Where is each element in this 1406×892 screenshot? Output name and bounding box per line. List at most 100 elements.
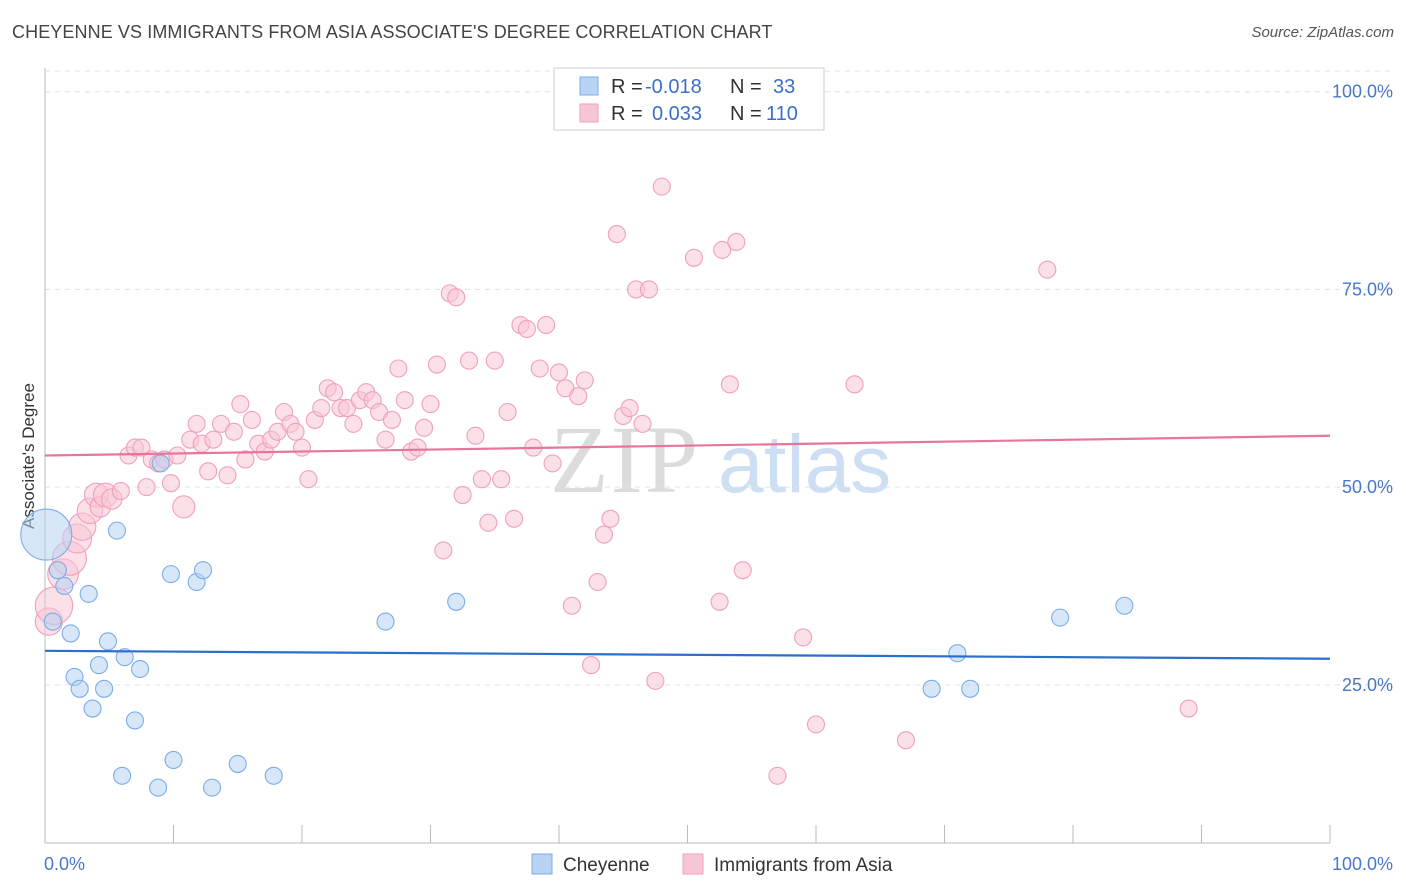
data-point — [479, 513, 498, 532]
data-point — [389, 359, 408, 378]
data-point — [794, 628, 813, 647]
data-point — [845, 375, 864, 394]
data-point — [408, 438, 427, 457]
data-point — [161, 474, 180, 493]
x-tick-label-min: 0.0% — [44, 854, 85, 874]
chart-title: CHEYENNE VS IMMIGRANTS FROM ASIA ASSOCIA… — [12, 22, 773, 42]
data-point — [569, 387, 588, 406]
data-point — [231, 395, 250, 414]
data-point — [299, 470, 318, 489]
data-point — [164, 750, 183, 770]
legend-swatch-cheyenne — [579, 76, 599, 96]
bottom-legend-label-cheyenne: Cheyenne — [563, 855, 650, 876]
legend-swatch-asia — [579, 103, 599, 123]
data-point — [292, 438, 312, 457]
data-point — [588, 572, 607, 592]
data-point — [376, 430, 395, 449]
data-point — [131, 659, 150, 679]
y-tick-label: 75.0% — [1342, 279, 1393, 299]
data-point — [415, 418, 434, 437]
data-point — [286, 422, 305, 441]
watermark-atlas: atlas — [718, 419, 891, 510]
legend-r-label-asia: R = — [611, 103, 643, 125]
bottom-legend-swatch-asia — [682, 853, 704, 875]
data-point — [1038, 260, 1057, 279]
series-legend: Cheyenne Immigrants from Asia — [531, 853, 893, 876]
data-point — [607, 225, 626, 244]
data-point — [768, 766, 787, 785]
legend-r-value-cheyenne: -0.018 — [645, 76, 702, 98]
data-point — [48, 561, 67, 580]
data-point — [203, 778, 222, 797]
data-point — [601, 509, 620, 528]
data-point — [236, 450, 255, 469]
y-tick-labels: 25.0% 50.0% 75.0% 100.0% — [1332, 82, 1393, 695]
chart-source: Source: ZipAtlas.com — [1251, 24, 1394, 41]
data-point — [720, 375, 739, 394]
series-cheyenne — [20, 454, 1134, 797]
data-point — [594, 525, 614, 544]
data-point — [107, 521, 127, 540]
data-point — [727, 232, 746, 252]
data-point — [961, 679, 980, 698]
data-point — [447, 592, 466, 611]
data-point — [427, 355, 446, 374]
data-point — [95, 679, 114, 698]
data-point — [187, 414, 206, 433]
data-point — [344, 414, 363, 433]
legend-n-value-cheyenne: 33 — [773, 76, 795, 98]
x-ticks — [44, 825, 1331, 843]
data-point — [395, 391, 414, 410]
data-point — [224, 422, 243, 441]
data-point — [98, 632, 118, 651]
data-point — [472, 470, 491, 489]
data-point — [434, 541, 453, 560]
trend-line — [44, 434, 1331, 457]
data-point — [639, 280, 659, 299]
data-point — [132, 438, 151, 457]
trend-lines — [44, 434, 1331, 660]
data-point — [83, 699, 102, 718]
data-point — [453, 485, 472, 505]
data-point — [504, 509, 524, 528]
data-point — [1115, 596, 1134, 615]
data-point — [111, 482, 130, 501]
data-point — [204, 430, 223, 449]
data-point — [228, 754, 247, 773]
data-point — [498, 402, 517, 422]
legend-n-label-cheyenne: N = — [730, 76, 762, 98]
series-immigrants-from-asia — [34, 177, 1198, 785]
data-point — [549, 363, 569, 382]
data-point — [43, 612, 62, 631]
data-point — [199, 462, 218, 481]
data-point — [575, 371, 594, 390]
data-point — [161, 565, 180, 584]
data-point — [168, 446, 187, 465]
data-point — [149, 778, 168, 797]
data-point — [125, 711, 144, 730]
data-point — [733, 561, 752, 580]
y-tick-label: 50.0% — [1342, 477, 1393, 497]
data-point — [562, 596, 581, 615]
legend-n-value-asia: 110 — [766, 103, 798, 125]
y-tick-label: 100.0% — [1332, 82, 1393, 102]
data-point — [194, 561, 213, 580]
data-point — [55, 576, 74, 596]
bottom-legend-swatch-cheyenne — [531, 853, 553, 875]
data-point — [537, 315, 556, 335]
data-point — [70, 679, 89, 698]
x-tick-label-max: 100.0% — [1332, 854, 1393, 874]
trend-line — [44, 649, 1331, 660]
data-point — [151, 454, 170, 473]
y-tick-label: 25.0% — [1342, 675, 1393, 695]
data-point — [325, 383, 344, 402]
correlation-legend: R = -0.018 N = 33 R = 0.033 N = 110 — [553, 67, 825, 131]
data-point — [382, 410, 402, 429]
data-point — [376, 612, 395, 631]
legend-r-value-asia: 0.033 — [652, 103, 702, 125]
data-point — [485, 351, 504, 370]
data-point — [517, 319, 536, 339]
data-point — [492, 470, 511, 489]
data-point — [806, 715, 826, 734]
data-point — [710, 592, 729, 611]
